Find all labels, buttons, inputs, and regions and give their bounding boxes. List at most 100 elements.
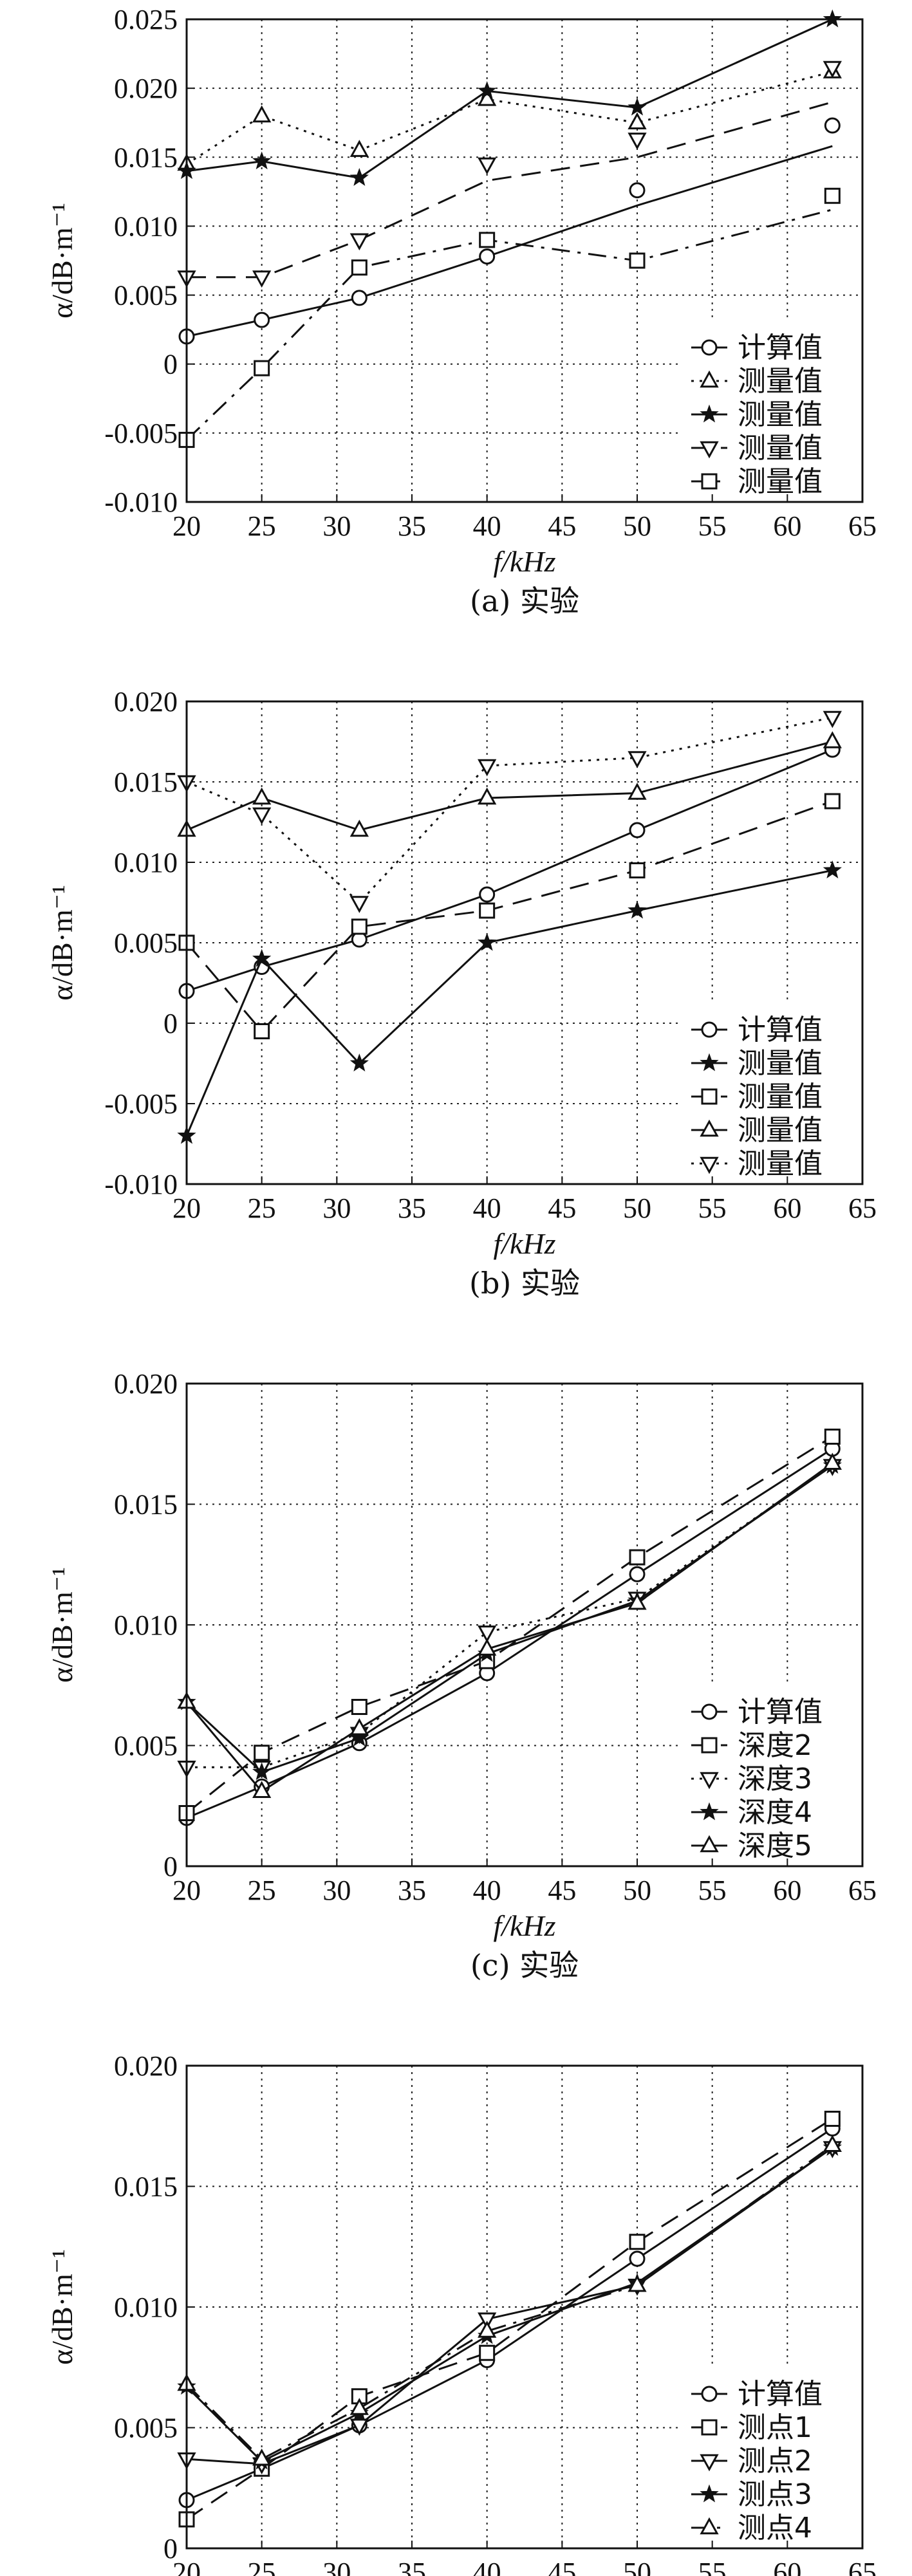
data-point [349, 819, 369, 837]
legend-label: 测点4 [738, 2512, 812, 2544]
series-line-2 [186, 18, 833, 179]
data-point [478, 1625, 497, 1643]
x-tick-label: 30 [322, 1192, 351, 1224]
x-tick-label: 45 [548, 2557, 576, 2576]
data-point [478, 2312, 497, 2330]
x-tick-label: 35 [398, 510, 426, 542]
legend-label: 计算值 [738, 2378, 823, 2411]
x-tick-label: 50 [623, 1875, 651, 1906]
x-tick-label: 45 [548, 1875, 576, 1906]
data-point [478, 157, 497, 175]
data-point [349, 1718, 369, 1736]
y-tick-label: 0.005 [114, 280, 178, 311]
data-point [252, 949, 272, 967]
data-point [479, 2344, 496, 2361]
legend-label: 测点2 [738, 2445, 812, 2478]
legend-label: 测量值 [738, 432, 823, 465]
y-axis-label: α/dB·m⁻¹ [46, 203, 79, 319]
y-axis-label: α/dB·m⁻¹ [46, 1567, 79, 1683]
chart-caption: (a) 实验 [470, 584, 579, 618]
data-point [254, 311, 270, 328]
data-point [629, 822, 646, 839]
x-axis-label: f/kHz [493, 545, 555, 578]
data-point [629, 862, 646, 878]
data-point [628, 783, 647, 800]
data-point [629, 2250, 646, 2267]
data-point [628, 751, 647, 768]
data-point [823, 710, 842, 728]
series-line-1 [186, 1436, 833, 1814]
legend-label: 测量值 [738, 465, 823, 498]
legend-marker [700, 404, 719, 423]
x-tick-label: 40 [473, 1192, 501, 1224]
legend-label: 测量值 [738, 365, 823, 398]
x-axis-label: f/kHz [493, 1909, 555, 1942]
plot-frame [185, 2064, 864, 2550]
x-tick-label: 20 [172, 1875, 201, 1906]
data-point [479, 232, 496, 248]
x-tick-label: 30 [322, 510, 351, 542]
data-point [823, 731, 842, 748]
series-line-2 [186, 2147, 833, 2465]
x-tick-label: 60 [773, 510, 801, 542]
series-line-0 [186, 2127, 833, 2501]
legend-label: 测点3 [738, 2478, 812, 2511]
data-point [351, 918, 368, 935]
data-point [252, 151, 272, 170]
data-point [478, 759, 497, 777]
y-tick-label: 0.005 [114, 2413, 178, 2444]
data-point [824, 2111, 841, 2127]
y-tick-label: 0 [163, 349, 178, 380]
data-point [349, 1053, 369, 1071]
data-point [479, 248, 496, 265]
data-point [252, 787, 272, 805]
legend-label: 计算值 [738, 1696, 823, 1728]
data-point [252, 2448, 272, 2466]
data-point [252, 105, 272, 123]
chart-0: 20 25 30 35 40 45 50 55 60 65 -0.010 -0.005 0 0.005 0.… [46, 4, 877, 618]
data-point [823, 860, 842, 878]
legend-marker [700, 2454, 719, 2472]
legend-marker [700, 1802, 719, 1821]
x-tick-label: 55 [698, 2557, 727, 2576]
y-tick-label: 0.015 [114, 1489, 178, 1521]
data-point [629, 1566, 646, 1582]
x-tick-label: 65 [848, 1192, 877, 1224]
legend-marker [700, 370, 719, 388]
legend-label: 计算值 [738, 1014, 823, 1046]
y-tick-label: 0.020 [114, 686, 178, 718]
legend-marker [700, 1772, 719, 1790]
x-tick-label: 55 [698, 1192, 727, 1224]
data-point [349, 233, 369, 251]
data-point [823, 1452, 842, 1470]
y-tick-label: 0.010 [114, 1609, 178, 1641]
series-line-4 [185, 2144, 833, 2461]
y-tick-label: -0.005 [104, 418, 178, 449]
x-tick-label: 65 [848, 1875, 877, 1906]
series-line-0 [186, 748, 833, 992]
data-point [823, 60, 842, 79]
series-line-3 [187, 101, 833, 279]
series-line-3 [186, 741, 833, 831]
legend-marker [700, 1119, 719, 1137]
data-point [349, 2398, 369, 2415]
data-point [478, 88, 497, 106]
data-point [629, 1549, 646, 1566]
data-point [254, 360, 270, 376]
y-tick-label: 0.005 [114, 1730, 178, 1762]
y-tick-label: 0.010 [114, 210, 178, 242]
data-point [252, 807, 272, 825]
data-point [629, 182, 646, 199]
data-point [628, 133, 647, 150]
legend-marker [701, 1703, 718, 1720]
data-point [824, 117, 841, 134]
x-tick-label: 40 [473, 1875, 501, 1906]
data-point [824, 187, 841, 204]
legend-marker [701, 2419, 718, 2436]
data-point [478, 787, 497, 805]
x-tick-label: 20 [172, 510, 201, 542]
y-axis-label: α/dB·m⁻¹ [46, 885, 79, 1001]
legend-marker [700, 2484, 719, 2503]
series-line-2 [185, 800, 833, 1033]
